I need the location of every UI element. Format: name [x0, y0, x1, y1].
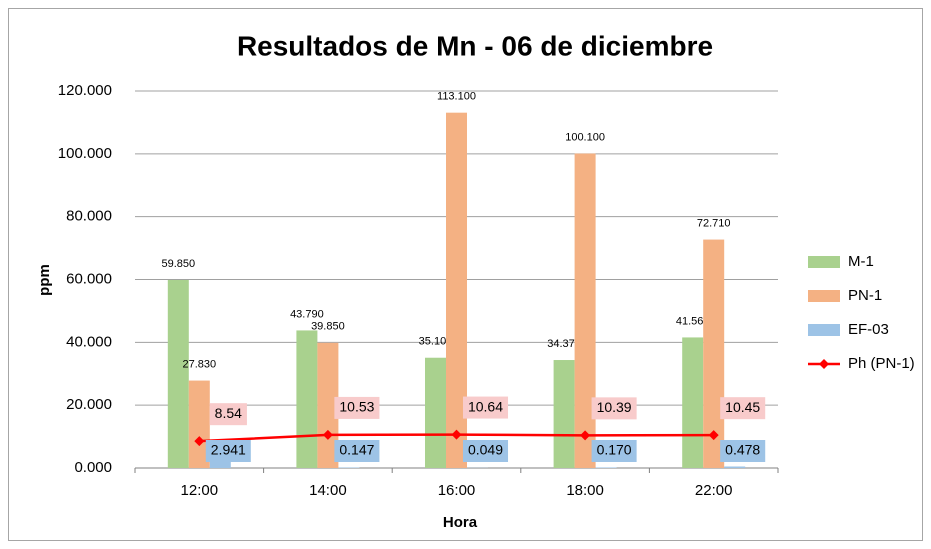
- label-background: [209, 403, 247, 426]
- legend-label: M-1: [848, 253, 874, 270]
- value-label: 10.45: [725, 399, 760, 415]
- line-marker: [580, 430, 591, 441]
- value-label-box: 10.39: [591, 397, 637, 420]
- legend-swatch: [808, 290, 840, 302]
- bar: [574, 153, 596, 468]
- y-tick-label: 60.000: [66, 270, 112, 287]
- value-label-box: 0.049: [462, 440, 509, 462]
- value-label: 0.170: [597, 442, 632, 458]
- bar: [682, 337, 704, 468]
- bar: [595, 467, 617, 468]
- bar: [296, 330, 318, 468]
- bar: [317, 342, 339, 468]
- line-marker: [322, 429, 333, 440]
- value-label: 43.790: [290, 308, 324, 320]
- label-background: [720, 440, 766, 462]
- value-label-box: 8.54: [209, 403, 247, 426]
- bar: [724, 466, 746, 468]
- x-tick-label: 18:00: [566, 482, 604, 499]
- value-label-box: 0.170: [591, 440, 637, 462]
- y-tick-label: 100.000: [58, 145, 112, 162]
- y-tick-label: 80.000: [66, 208, 112, 225]
- y-tick-label: 0.000: [74, 459, 112, 476]
- value-label: 41.560: [676, 315, 710, 327]
- value-label-box: 0.147: [334, 440, 380, 462]
- x-axis-label: Hora: [443, 514, 478, 531]
- legend-label: PN-1: [848, 287, 882, 304]
- value-label: 113.100: [437, 91, 476, 103]
- bar: [703, 239, 725, 468]
- value-label: 10.39: [597, 399, 632, 415]
- x-tick-label: 22:00: [695, 482, 733, 499]
- bar: [209, 458, 231, 468]
- legend-label: EF-03: [848, 321, 889, 338]
- value-label-box: 0.478: [720, 440, 766, 462]
- value-label: 72.710: [697, 217, 731, 229]
- value-label: 39.850: [311, 321, 345, 333]
- value-label-box: 10.64: [462, 396, 509, 419]
- value-label: 35.100: [419, 336, 453, 348]
- value-label: 10.64: [468, 398, 503, 414]
- value-label: 34.370: [547, 338, 581, 350]
- y-axis-label: ppm: [36, 264, 53, 296]
- value-label: 100.100: [565, 131, 605, 143]
- value-label: 27.830: [182, 358, 216, 370]
- bar: [425, 357, 446, 468]
- y-tick-label: 120.000: [58, 82, 112, 99]
- label-background: [334, 396, 380, 419]
- label-background: [591, 440, 637, 462]
- value-label: 0.049: [468, 442, 503, 458]
- legend-label: Ph (PN-1): [848, 355, 915, 372]
- value-label-box: 2.941: [205, 440, 251, 462]
- bar: [167, 279, 189, 468]
- bar: [188, 380, 210, 468]
- label-background: [720, 397, 766, 420]
- value-label-box: 10.53: [334, 396, 380, 419]
- value-label: 10.53: [339, 399, 374, 415]
- value-label: 59.850: [161, 258, 195, 270]
- value-label: 2.941: [211, 442, 246, 458]
- value-label: 0.478: [725, 442, 760, 458]
- label-background: [462, 440, 509, 462]
- y-tick-label: 20.000: [66, 396, 112, 413]
- label-background: [205, 440, 251, 462]
- value-label: 0.147: [339, 442, 374, 458]
- label-background: [591, 397, 637, 420]
- bar: [446, 112, 467, 469]
- x-tick-label: 14:00: [309, 482, 347, 499]
- chart-title: Resultados de Mn - 06 de diciembre: [237, 30, 713, 61]
- line-marker: [451, 429, 462, 440]
- legend-marker: [819, 359, 829, 369]
- x-tick-label: 16:00: [438, 482, 476, 499]
- value-label-box: 10.45: [720, 397, 766, 420]
- x-tick-label: 12:00: [181, 482, 219, 499]
- bar: [553, 360, 575, 468]
- y-tick-label: 40.000: [66, 333, 112, 350]
- legend-swatch: [808, 324, 840, 336]
- label-background: [462, 396, 509, 419]
- label-background: [334, 440, 380, 462]
- value-label: 8.54: [215, 405, 242, 421]
- line-marker: [708, 430, 719, 441]
- line-marker: [194, 436, 205, 447]
- legend-swatch: [808, 256, 840, 268]
